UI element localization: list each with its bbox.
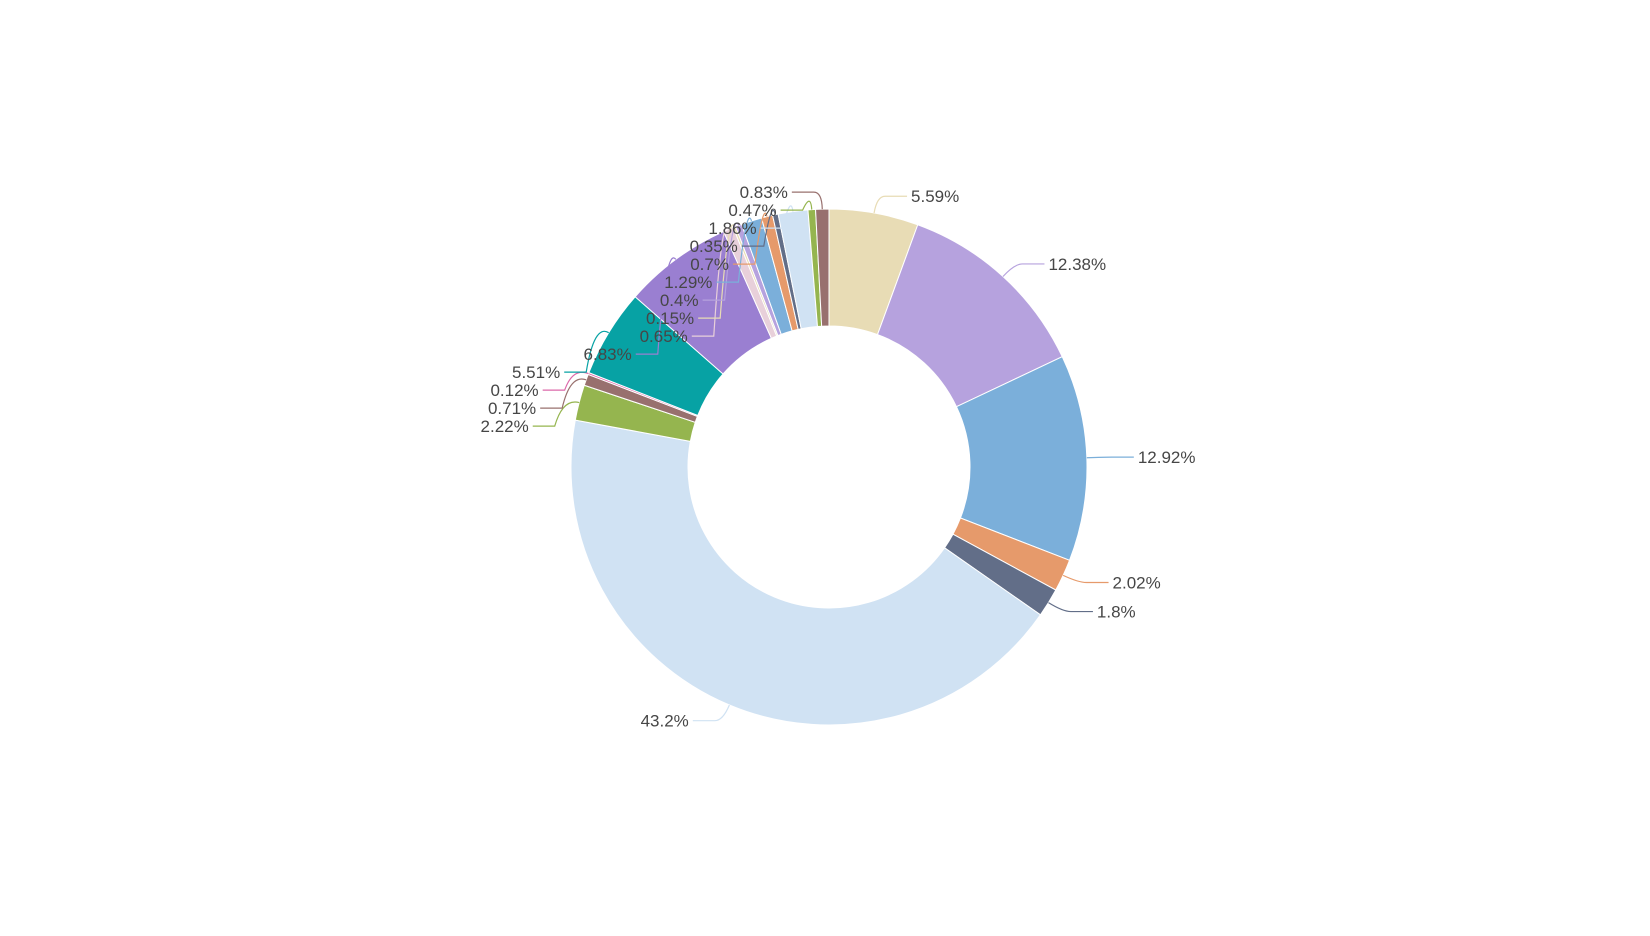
leader-line-10 [635, 257, 677, 355]
slice-label-16: 0.35% [690, 237, 738, 256]
leader-line-14 [716, 217, 753, 283]
leader-line-17 [760, 205, 794, 229]
slice-label-8: 0.12% [490, 381, 538, 400]
slice-label-4: 1.8% [1097, 603, 1136, 622]
leader-line-12 [698, 224, 735, 319]
slice-label-5: 43.2% [641, 712, 689, 731]
slice-label-18: 0.47% [728, 201, 776, 220]
slice-label-11: 0.65% [640, 327, 688, 346]
labels-layer: 5.59% 12.38% 12.92% 2.02% 1.8% 43.2% 2.22%0.71… [481, 183, 1196, 731]
leader-line-0 [873, 195, 908, 214]
slice-label-13: 0.4% [660, 291, 699, 310]
leader-line-18 [780, 200, 813, 211]
donut-slice-19[interactable] [815, 208, 830, 327]
slice-label-14: 1.29% [664, 273, 712, 292]
slice-label-9: 5.51% [512, 363, 560, 382]
slice-label-1: 12.38% [1048, 255, 1106, 274]
slice-label-12: 0.15% [646, 309, 694, 328]
slice-label-2: 12.92% [1138, 448, 1196, 467]
slices-layer [570, 208, 1088, 726]
leader-line-4 [1048, 602, 1093, 613]
slice-label-19: 0.83% [740, 183, 788, 202]
leader-line-15 [732, 212, 768, 265]
slice-label-15: 0.7% [690, 255, 729, 274]
slice-label-10: 6.83% [584, 345, 632, 364]
leader-line-1 [1002, 263, 1045, 277]
slice-label-7: 0.71% [488, 399, 536, 418]
leader-line-5 [692, 704, 730, 722]
leader-line-9 [564, 330, 610, 373]
leader-line-16 [741, 209, 776, 247]
leader-line-2 [1086, 456, 1134, 459]
leader-lines-layer [532, 191, 1134, 722]
slice-label-6: 2.22% [481, 417, 529, 436]
donut-slice-5[interactable] [570, 419, 1042, 726]
leader-line-13 [702, 222, 740, 301]
leader-line-11 [691, 227, 729, 337]
slice-label-0: 5.59% [911, 187, 959, 206]
leader-line-3 [1062, 574, 1109, 584]
slice-label-17: 1.86% [708, 219, 756, 238]
leader-line-7 [540, 378, 587, 409]
leader-line-6 [532, 401, 580, 427]
slice-label-3: 2.02% [1113, 573, 1161, 592]
leader-line-19 [791, 191, 823, 210]
